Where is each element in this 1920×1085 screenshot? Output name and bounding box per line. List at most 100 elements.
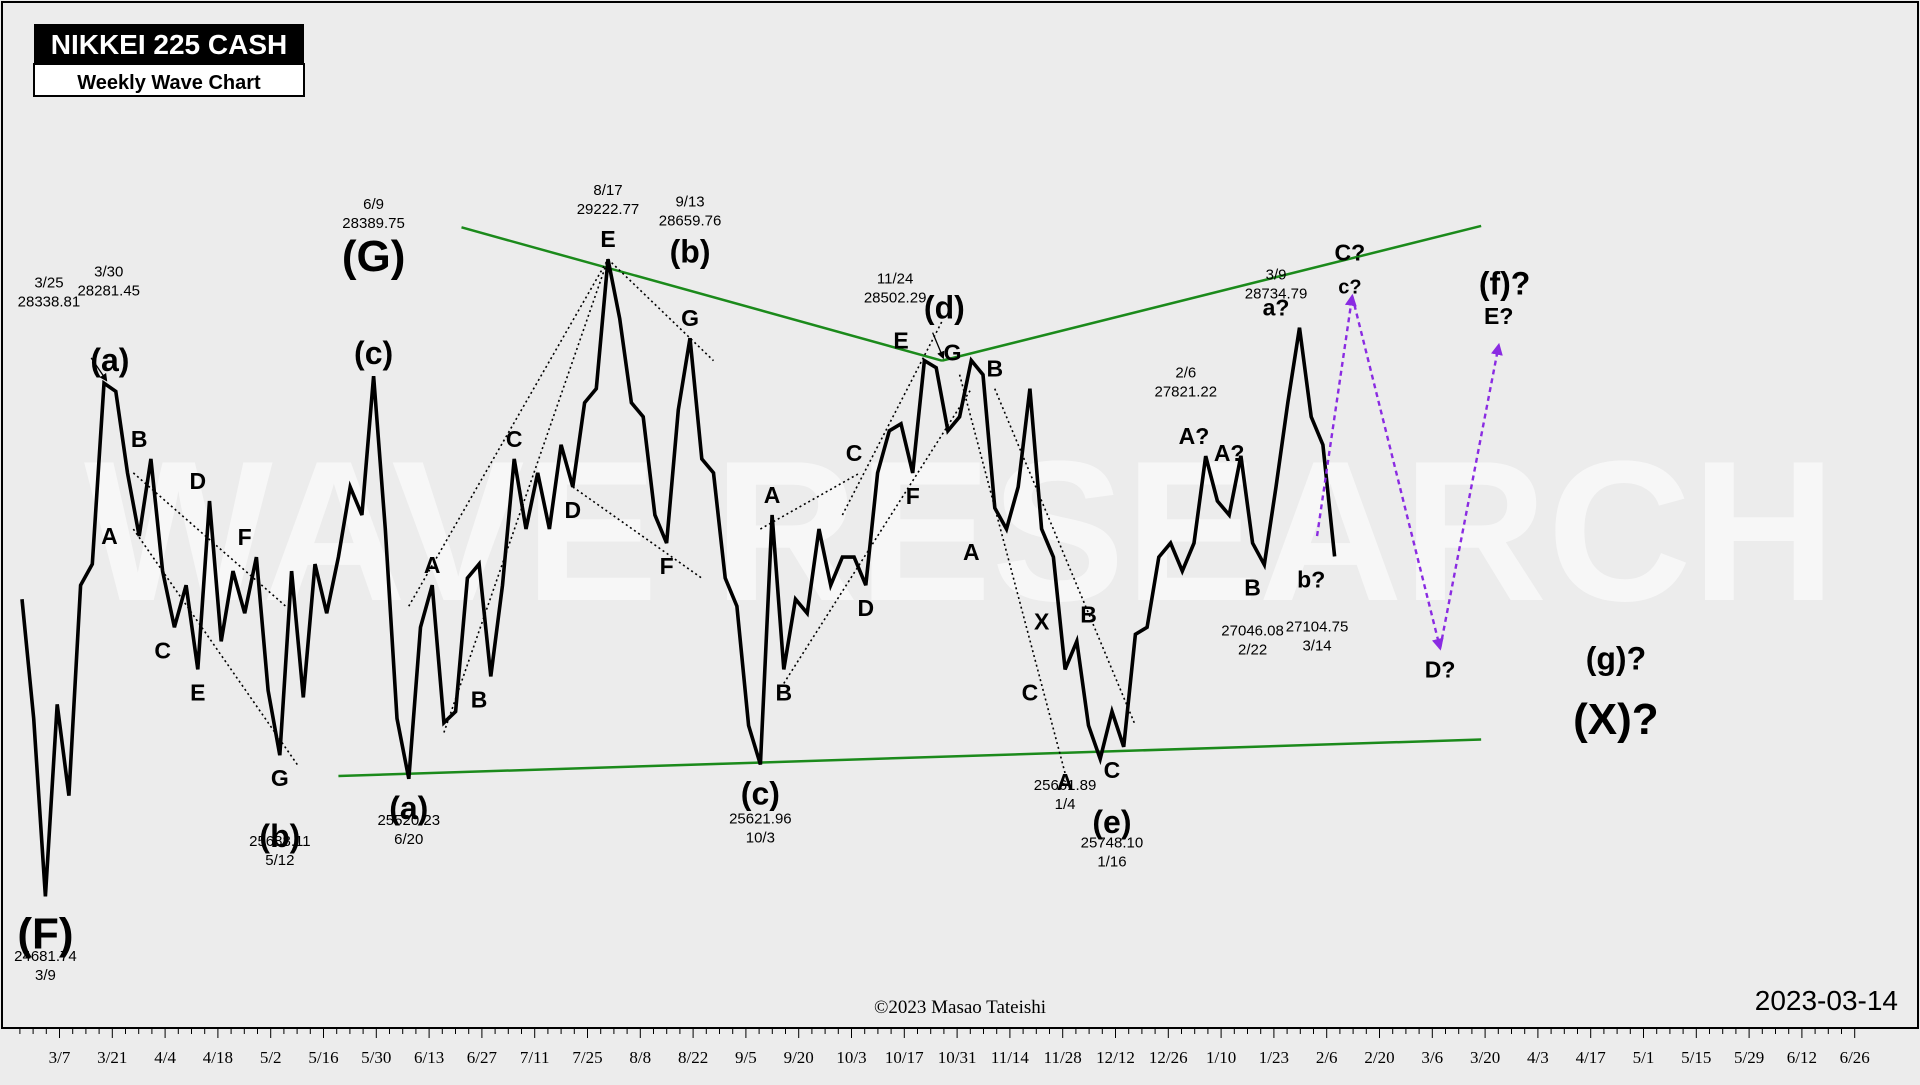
wave-label: D	[189, 468, 206, 494]
x-tick-label: 1/23	[1259, 1048, 1289, 1067]
x-tick-label: 5/30	[361, 1048, 391, 1067]
wave-label: B	[1244, 575, 1261, 601]
x-tick-label: 6/27	[467, 1048, 498, 1067]
title-box: NIKKEI 225 CASH Weekly Wave Chart	[34, 24, 304, 96]
price-annotation-text: 6/20	[394, 831, 423, 848]
wave-label: C	[1104, 757, 1121, 783]
chart-date: 2023-03-14	[1755, 985, 1898, 1016]
price-annotation-text: 3/14	[1302, 637, 1331, 654]
wave-label: b?	[1297, 566, 1325, 592]
price-annotation-text: 2/6	[1175, 364, 1196, 381]
price-annotation-text: 28338.81	[18, 294, 81, 311]
x-tick-label: 7/25	[572, 1048, 602, 1067]
wave-label: C	[154, 637, 171, 663]
price-annotation-text: 9/13	[675, 193, 704, 210]
wave-label: B	[1080, 601, 1097, 627]
wave-label: C?	[1335, 240, 1366, 266]
price-annotation-text: 25621.96	[729, 811, 792, 828]
wave-label: G	[944, 339, 962, 365]
price-annotation-text: 28734.79	[1245, 285, 1308, 302]
price-annotation-text: 25661.89	[1034, 777, 1097, 794]
x-tick-label: 6/12	[1787, 1048, 1817, 1067]
wave-label: A	[764, 482, 781, 508]
wave-label: D	[858, 595, 875, 621]
x-tick-label: 4/4	[154, 1048, 176, 1067]
wave-label: G	[681, 305, 699, 331]
wave-label: D?	[1425, 656, 1456, 682]
x-tick-label: 1/10	[1206, 1048, 1236, 1067]
copyright: ©2023 Masao Tateishi	[874, 997, 1046, 1018]
wave-label: A?	[1214, 440, 1245, 466]
wave-label: (c)	[354, 335, 393, 371]
wave-label: A	[963, 539, 980, 565]
x-tick-label: 7/11	[520, 1048, 550, 1067]
wave-label: (c)	[741, 775, 780, 811]
watermark: WAVE RESEARCH	[84, 420, 1836, 643]
price-annotation-text: 1/4	[1055, 796, 1076, 813]
wave-label: E	[190, 679, 205, 705]
wave-label: A?	[1179, 423, 1210, 449]
x-tick-label: 6/13	[414, 1048, 444, 1067]
x-tick-label: 5/15	[1681, 1048, 1711, 1067]
x-tick-label: 2/20	[1364, 1048, 1394, 1067]
x-tick-label: 11/14	[991, 1048, 1030, 1067]
price-annotation-text: 3/25	[34, 275, 63, 292]
x-tick-label: 10/31	[938, 1048, 977, 1067]
x-tick-label: 11/28	[1044, 1048, 1082, 1067]
x-tick-label: 12/26	[1149, 1048, 1188, 1067]
wave-label: X	[1034, 608, 1050, 634]
wave-label: E	[600, 226, 615, 252]
price-annotation-text: 25688.11	[249, 833, 310, 850]
wave-label: C	[506, 426, 523, 452]
x-tick-label: 2/6	[1316, 1048, 1338, 1067]
price-annotation-text: 11/24	[877, 270, 913, 287]
wave-label: F	[660, 553, 674, 579]
price-annotation-text: 27046.08	[1221, 623, 1284, 640]
wave-label: c?	[1338, 276, 1361, 298]
x-tick-label: 4/3	[1527, 1048, 1549, 1067]
x-tick-label: 3/20	[1470, 1048, 1500, 1067]
price-annotation-text: 8/17	[593, 182, 622, 199]
x-tick-label: 4/18	[203, 1048, 233, 1067]
price-annotation-text: 25520.23	[377, 812, 440, 829]
price-annotation-text: 28389.75	[342, 215, 405, 232]
price-annotation-text: 3/9	[35, 967, 56, 984]
x-tick-label: 9/5	[735, 1048, 757, 1067]
wave-label: (b)	[670, 233, 711, 269]
price-annotation-text: 3/9	[1266, 266, 1287, 283]
price-annotation-text: 3/30	[94, 263, 123, 280]
price-annotation-text: 10/3	[746, 830, 775, 847]
price-annotation-text: 2/22	[1238, 642, 1267, 659]
price-annotation-text: 29222.77	[577, 201, 640, 218]
x-tick-label: 4/17	[1576, 1048, 1607, 1067]
price-annotation-text: 6/9	[363, 196, 384, 213]
wave-label: E	[893, 328, 908, 354]
x-tick-label: 10/3	[836, 1048, 866, 1067]
price-annotation-text: 27821.22	[1155, 383, 1218, 400]
chart-title: NIKKEI 225 CASH	[51, 29, 288, 60]
wave-label: (g)?	[1586, 640, 1646, 676]
wave-label: C	[1022, 679, 1039, 705]
wave-label: (d)	[924, 290, 965, 326]
wave-label: B	[131, 426, 148, 452]
x-tick-label: 10/17	[885, 1048, 924, 1067]
wave-label: (X)?	[1573, 695, 1659, 744]
x-tick-label: 3/21	[97, 1048, 127, 1067]
price-annotation-text: 28659.76	[659, 212, 722, 229]
x-tick-label: 8/8	[629, 1048, 651, 1067]
wave-label: B	[471, 686, 488, 712]
x-tick-label: 6/26	[1840, 1048, 1870, 1067]
wave-label: C	[846, 440, 863, 466]
wave-label: A	[424, 552, 441, 578]
x-tick-label: 9/20	[784, 1048, 814, 1067]
price-annotation-text: 1/16	[1097, 854, 1126, 871]
x-tick-label: 5/2	[260, 1048, 282, 1067]
wave-label: E?	[1484, 303, 1513, 329]
x-tick-label: 3/6	[1421, 1048, 1443, 1067]
price-annotation-text: 28281.45	[77, 282, 140, 299]
wave-label: G	[271, 765, 289, 791]
chart-subtitle: Weekly Wave Chart	[77, 72, 261, 94]
